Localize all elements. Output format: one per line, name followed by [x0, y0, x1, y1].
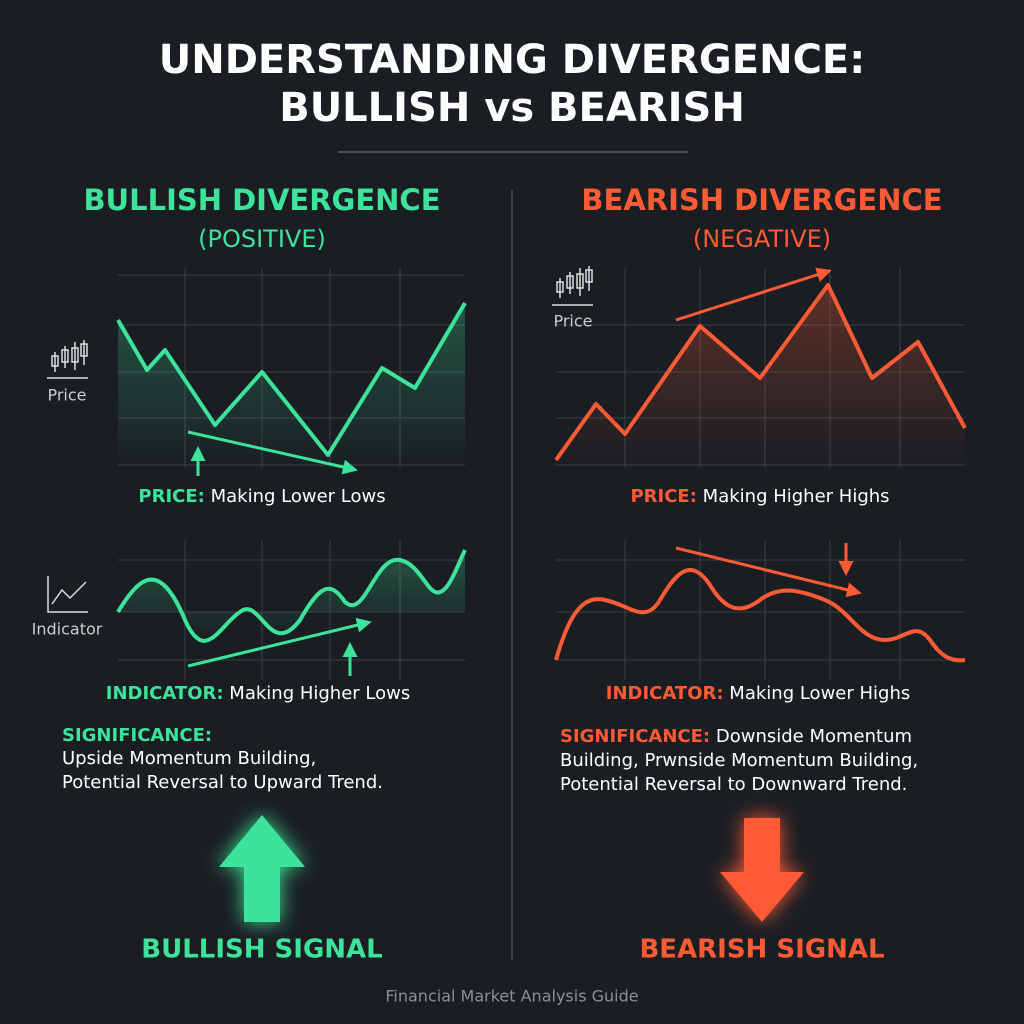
signal-arrow — [720, 818, 804, 922]
significance-text: Downside Momentum — [716, 726, 912, 747]
label: Price — [553, 312, 592, 331]
caption-text: Making Higher Highs — [703, 486, 890, 507]
significance-text: Upside Momentum Building, — [62, 748, 316, 769]
caption-key: PRICE: — [630, 486, 696, 507]
grid — [556, 268, 965, 680]
signal: BEARISH SIGNAL — [639, 935, 884, 965]
heading: BULLISH DIVERGENCE — [83, 183, 440, 217]
caption: INDICATOR: Making Lower Highs — [606, 683, 910, 704]
label: Indicator — [32, 620, 103, 639]
trend-arrow — [675, 546, 862, 598]
caption: PRICE: Making Lower Lows — [138, 486, 385, 507]
caption-text: Making Lower Lows — [211, 486, 386, 507]
indicator-icon — [47, 576, 88, 613]
caption-text: Making Higher Lows — [229, 683, 410, 704]
subheading: (NEGATIVE) — [693, 225, 831, 253]
caption-text: Making Lower Highs — [729, 683, 910, 704]
significance-key: SIGNIFICANCE: — [62, 725, 212, 746]
caption-key: INDICATOR: — [606, 683, 724, 704]
price-line — [554, 283, 967, 462]
trend-arrow — [187, 617, 372, 668]
caption-key: PRICE: — [138, 486, 204, 507]
area — [118, 550, 465, 641]
heading: BEARISH DIVERGENCE — [581, 183, 942, 217]
caption: INDICATOR: Making Higher Lows — [106, 683, 410, 704]
price-line — [116, 301, 467, 457]
signal-arrow — [219, 815, 305, 922]
area — [118, 303, 465, 468]
signal: BULLISH SIGNAL — [141, 935, 382, 965]
candle-icon — [47, 340, 88, 379]
candle-icon — [552, 266, 593, 306]
caption: PRICE: Making Higher Highs — [630, 486, 889, 507]
title: UNDERSTANDING DIVERGENCE: — [159, 37, 866, 83]
title: BULLISH vs BEARISH — [279, 85, 745, 131]
significance-text: Potential Reversal to Downward Trend. — [560, 774, 907, 795]
trend-arrow — [675, 267, 832, 322]
label: Price — [47, 386, 86, 405]
footer: Financial Market Analysis Guide — [385, 987, 638, 1006]
significance: SIGNIFICANCE: Downside Momentum — [560, 726, 912, 747]
indicator-line — [116, 549, 467, 643]
significance-key: SIGNIFICANCE: — [560, 726, 710, 747]
caption-key: INDICATOR: — [106, 683, 224, 704]
area — [556, 285, 965, 468]
significance-text: Potential Reversal to Upward Trend. — [62, 772, 383, 793]
subheading: (POSITIVE) — [198, 225, 326, 253]
indicator-line — [554, 568, 966, 663]
significance-text: Building, Prwnside Momentum Building, — [560, 750, 918, 771]
trend-arrow — [187, 430, 358, 475]
